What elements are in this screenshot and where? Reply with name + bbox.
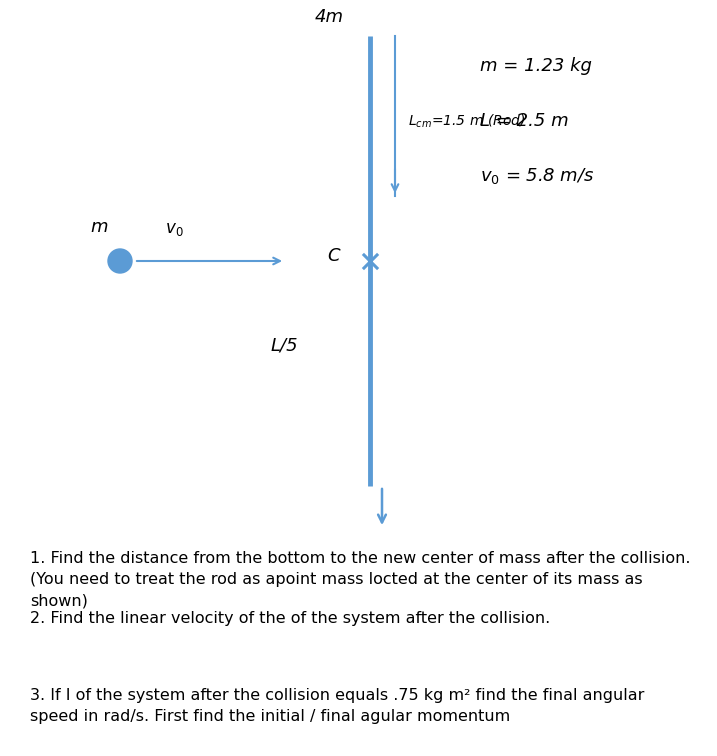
Text: m = 1.23 kg: m = 1.23 kg bbox=[480, 57, 592, 75]
Text: 3. If I of the system after the collision equals .75 kg m² find the final angula: 3. If I of the system after the collisio… bbox=[30, 688, 645, 724]
Text: 1. Find the distance from the bottom to the new center of mass after the collisi: 1. Find the distance from the bottom to … bbox=[30, 551, 690, 608]
Text: 2. Find the linear velocity of the of the system after the collision.: 2. Find the linear velocity of the of th… bbox=[30, 611, 550, 626]
Text: L = 2.5 m: L = 2.5 m bbox=[480, 112, 569, 130]
Text: L/5: L/5 bbox=[270, 337, 298, 355]
Text: m: m bbox=[90, 218, 108, 236]
Text: v$_0$ = 5.8 m/s: v$_0$ = 5.8 m/s bbox=[480, 166, 594, 186]
Text: 4m: 4m bbox=[315, 8, 344, 26]
Text: L$_{cm}$=1.5 m (Rod): L$_{cm}$=1.5 m (Rod) bbox=[408, 113, 526, 130]
Text: C: C bbox=[328, 247, 340, 265]
Text: v$_0$: v$_0$ bbox=[165, 220, 184, 238]
Circle shape bbox=[108, 249, 132, 273]
Point bbox=[364, 255, 376, 267]
